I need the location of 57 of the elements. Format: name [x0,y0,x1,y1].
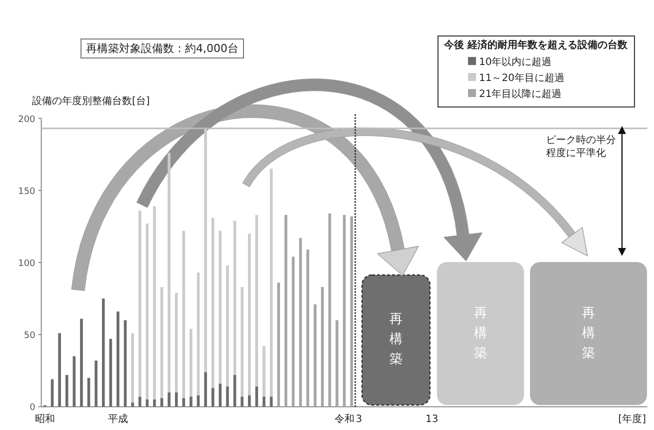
bar [131,333,134,402]
bar [131,402,134,407]
x-tick-label: 令和 [334,413,354,425]
x-tick-label: 3 [356,414,362,425]
bar [116,312,120,407]
bar [80,318,83,407]
bar [240,287,244,397]
x-tick-label: 昭和 [34,413,55,425]
annotation: 再構築 [582,304,596,362]
bar [226,265,229,387]
y-tick-label: 100 [18,259,36,269]
annotation: ピーク時の半分程度に平準化 [546,134,617,160]
bar [248,234,251,396]
x-tick-label: 13 [426,414,438,425]
y-tick-label: 0 [30,403,36,414]
legend-label: 21年目以降に超過 [479,88,562,100]
bar [190,396,192,407]
bar [153,206,156,400]
bar [248,395,251,407]
bar [336,320,338,407]
bar [226,386,229,407]
bar [153,399,156,407]
bar [314,304,316,407]
bar [299,238,302,407]
bar [211,218,214,388]
y-tick-label: 150 [18,186,36,197]
bar [350,216,353,407]
bar [204,372,207,407]
bar [240,396,244,407]
bar [168,152,170,392]
bar [190,328,192,397]
bar [94,360,98,407]
y-axis-title: 設備の年度別整備台数[台] [32,95,150,107]
legend-label: 10年以内に超過 [479,56,552,68]
chart-title: 再構築対象設備数：約4,000台 [86,42,238,55]
bar [204,128,207,372]
bar [168,392,170,407]
y-tick-label: 200 [18,114,36,125]
bar [277,282,280,407]
bar [320,287,324,407]
bar [58,333,61,407]
bar [138,210,142,397]
bar [284,214,288,407]
bar [211,388,214,407]
legend-title: 今後 経済的耐用年数を超える設備の台数 [443,39,628,51]
y-tick-label: 50 [24,331,36,342]
bar [174,292,178,392]
bar [65,374,68,407]
annotation: 再構築 [389,311,403,369]
x-tick-label: 平成 [108,413,128,425]
bar [174,392,178,407]
bar [262,346,266,397]
legend-label: 11～20年目に超過 [479,72,564,84]
bar [138,396,142,407]
x-axis-title: [年度] [618,413,646,425]
bar [262,396,266,407]
bar [102,298,105,407]
